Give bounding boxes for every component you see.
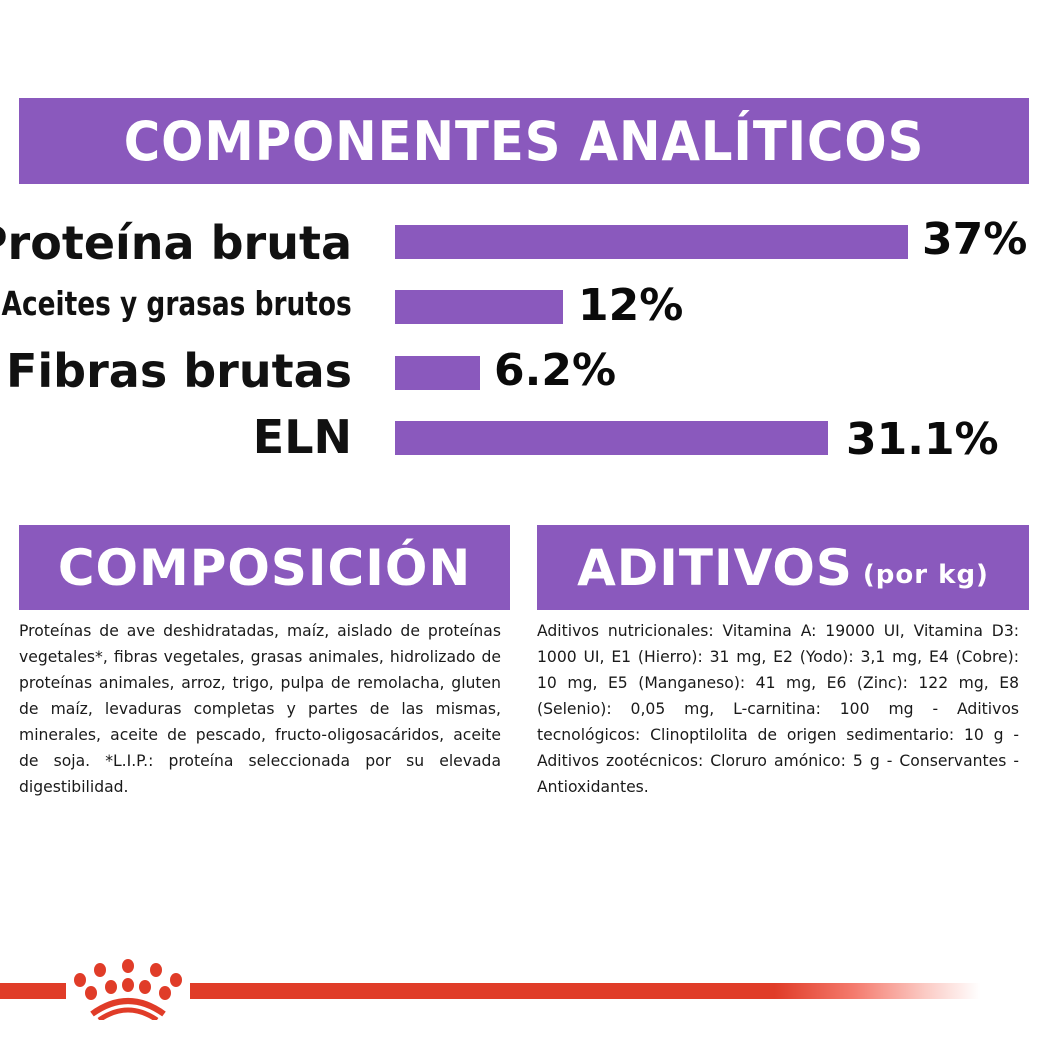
value-protein: 37% — [922, 214, 1028, 265]
additives-subtitle: (por kg) — [862, 559, 989, 590]
analytics-header-banner: COMPONENTES ANALÍTICOS — [19, 98, 1029, 184]
composition-title: COMPOSICIÓN — [57, 538, 472, 597]
row-label-fats: Aceites y grasas brutos — [1, 284, 352, 323]
analytics-title: COMPONENTES ANALÍTICOS — [123, 109, 925, 173]
row-label-fiber: Fibras brutas — [5, 344, 352, 398]
crown-icon — [74, 959, 182, 1020]
additives-header-banner: ADITIVOS (por kg) — [537, 525, 1029, 610]
value-eln: 31.1% — [846, 414, 999, 465]
composition-text: Proteínas de ave deshidratadas, maíz, ai… — [19, 622, 501, 796]
additives-title: ADITIVOS — [577, 538, 853, 597]
footer-stripe-right — [190, 983, 980, 999]
footer-stripe-left — [0, 983, 66, 999]
composition-header-banner: COMPOSICIÓN — [19, 525, 510, 610]
value-fiber: 6.2% — [494, 345, 617, 396]
row-label-protein: Proteína bruta — [0, 216, 352, 270]
bar-fiber — [395, 356, 480, 390]
value-fats: 12% — [578, 280, 684, 331]
additives-text: Aditivos nutricionales: Vitamina A: 1900… — [537, 622, 1019, 796]
row-label-eln: ELN — [252, 410, 352, 464]
bar-protein — [395, 225, 908, 259]
bar-eln — [395, 421, 828, 455]
bar-fats — [395, 290, 563, 324]
